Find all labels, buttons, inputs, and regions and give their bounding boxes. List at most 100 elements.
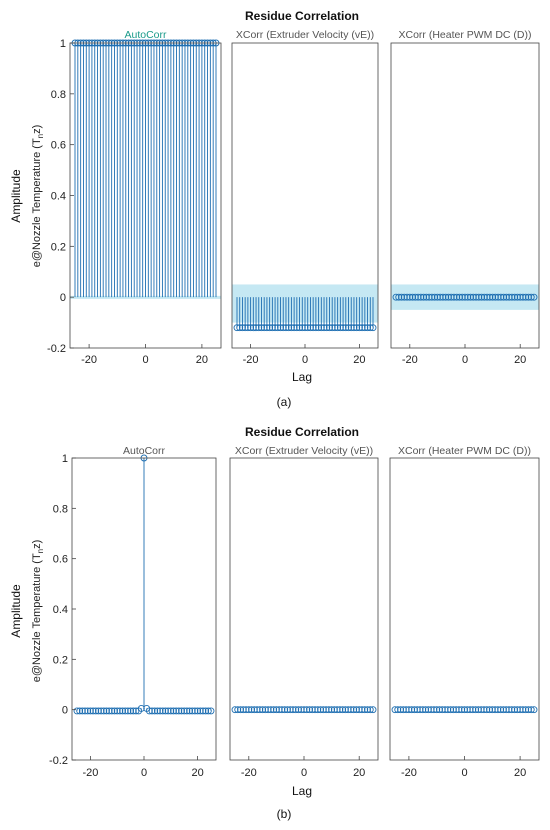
stem-marker	[525, 293, 532, 301]
y-tick-label: 0.4	[51, 191, 66, 203]
chart-a-ylabel: Amplitude	[9, 169, 23, 223]
x-tick-label: -20	[241, 767, 257, 779]
stem-marker	[519, 293, 527, 301]
stem-marker	[366, 706, 374, 714]
stem-marker	[306, 706, 313, 714]
chart-a-subplot-autocorr: AutoCorr -0.2 0 0.2 0.4 0.6 0.8 1 -20 0 20	[47, 29, 222, 366]
stem-marker	[239, 706, 247, 714]
chart-a-subplot-xcorr-d: XCorr (Heater PWM DC (D)) -20 0 20	[390, 29, 540, 366]
stem-marker	[341, 706, 349, 714]
stem-marker	[259, 706, 267, 714]
stem-marker	[292, 706, 300, 714]
stem-marker	[289, 706, 297, 714]
stem-marker	[355, 706, 363, 714]
stem-marker	[513, 293, 521, 301]
stem-marker	[494, 293, 502, 301]
stem-marker	[489, 293, 497, 301]
chart-b-subplot-xcorr-d: XCorr (Heater PWM DC (D)) -20 0 20	[389, 445, 540, 779]
y-tick-label: 0.6	[53, 554, 68, 566]
stem-marker	[322, 706, 330, 714]
stem-marker	[530, 706, 538, 714]
stem-marker	[231, 706, 239, 714]
y-tick-label: 0.8	[53, 503, 68, 515]
stem-marker	[458, 293, 466, 301]
stem-marker	[417, 293, 425, 301]
panel-label-b: (b)	[277, 807, 292, 821]
x-tick-label: 20	[514, 354, 526, 366]
stem-marker	[303, 706, 311, 714]
stem-marker	[411, 293, 419, 301]
stem-marker	[530, 293, 538, 301]
confidence-band	[70, 295, 221, 299]
x-tick-label: -20	[81, 354, 97, 366]
stem-marker	[420, 293, 428, 301]
stem-marker	[464, 293, 472, 301]
y-tick-label: 0	[62, 705, 68, 717]
y-tick-label: 0.2	[53, 654, 68, 666]
subplot-title: XCorr (Extruder Velocity (vE))	[235, 445, 373, 457]
stem-marker	[328, 706, 336, 714]
stem-marker	[253, 706, 261, 714]
stem-marker	[261, 706, 269, 714]
stem-marker	[442, 293, 450, 301]
stem-marker	[500, 293, 508, 301]
stem-marker	[395, 293, 403, 301]
stem-marker	[444, 293, 452, 301]
stem-marker	[245, 706, 253, 714]
stem-marker	[527, 293, 535, 301]
stem-marker	[364, 706, 371, 714]
stem-marker	[350, 706, 358, 714]
stem-marker	[358, 706, 366, 714]
chart-b: Residue Correlation Amplitude e@Nozzle T…	[9, 425, 540, 798]
stem-marker	[286, 706, 294, 714]
y-tick-label: 0	[60, 292, 66, 304]
stem-marker	[242, 706, 250, 714]
x-tick-label: -20	[402, 354, 418, 366]
x-tick-label: 0	[302, 354, 308, 366]
stem-marker	[398, 293, 405, 301]
axes-frame	[229, 457, 379, 761]
chart-b-row-label: e@Nozzle Temperature (Tnz)	[31, 540, 45, 683]
stem-marker	[270, 706, 278, 714]
row-label-sub: n	[36, 549, 45, 553]
subplot-title: XCorr (Heater PWM DC (D))	[398, 445, 531, 457]
stem-marker	[414, 293, 422, 301]
stem-marker	[295, 706, 302, 714]
stem-marker	[400, 293, 408, 301]
stem-marker	[297, 706, 305, 714]
y-tick-label: 0.8	[51, 89, 66, 101]
stem-marker	[491, 293, 499, 301]
stem-marker	[267, 706, 275, 714]
axes-frame	[389, 457, 540, 761]
stem-marker	[439, 293, 447, 301]
x-tick-label: 0	[141, 767, 147, 779]
stem-marker	[317, 706, 325, 714]
stem-marker	[392, 293, 400, 301]
stem-marker	[447, 293, 455, 301]
subplot-title: XCorr (Extruder Velocity (vE))	[236, 29, 374, 41]
chart-a-subplot-xcorr-ve: XCorr (Extruder Velocity (vE)) -20 0 20	[231, 29, 379, 366]
x-tick-label: 0	[462, 354, 468, 366]
stem-marker	[237, 706, 244, 714]
chart-b-subplot-autocorr: AutoCorr -0.2 0 0.2 0.4 0.6 0.8 1 -20 0 20	[49, 445, 217, 779]
stem-marker	[516, 293, 524, 301]
stem-marker	[422, 293, 430, 301]
stem-marker	[406, 293, 414, 301]
panel-label-a: (a)	[277, 395, 292, 409]
stem-marker	[527, 706, 535, 714]
stem-marker	[505, 293, 513, 301]
row-label-sub: n	[36, 134, 45, 138]
x-tick-label: 20	[353, 354, 365, 366]
stem-marker	[278, 706, 286, 714]
chart-b-subplot-xcorr-ve: XCorr (Extruder Velocity (vE)) -20 0 20	[229, 445, 379, 779]
row-label-tail: z)	[31, 125, 43, 134]
stem-marker	[319, 706, 327, 714]
x-tick-label: -20	[243, 354, 259, 366]
stem-marker	[275, 706, 283, 714]
x-tick-label: 20	[514, 767, 526, 779]
stem-marker	[336, 706, 344, 714]
stem-marker	[344, 706, 352, 714]
stem-marker	[325, 706, 333, 714]
stem-marker	[207, 707, 215, 715]
